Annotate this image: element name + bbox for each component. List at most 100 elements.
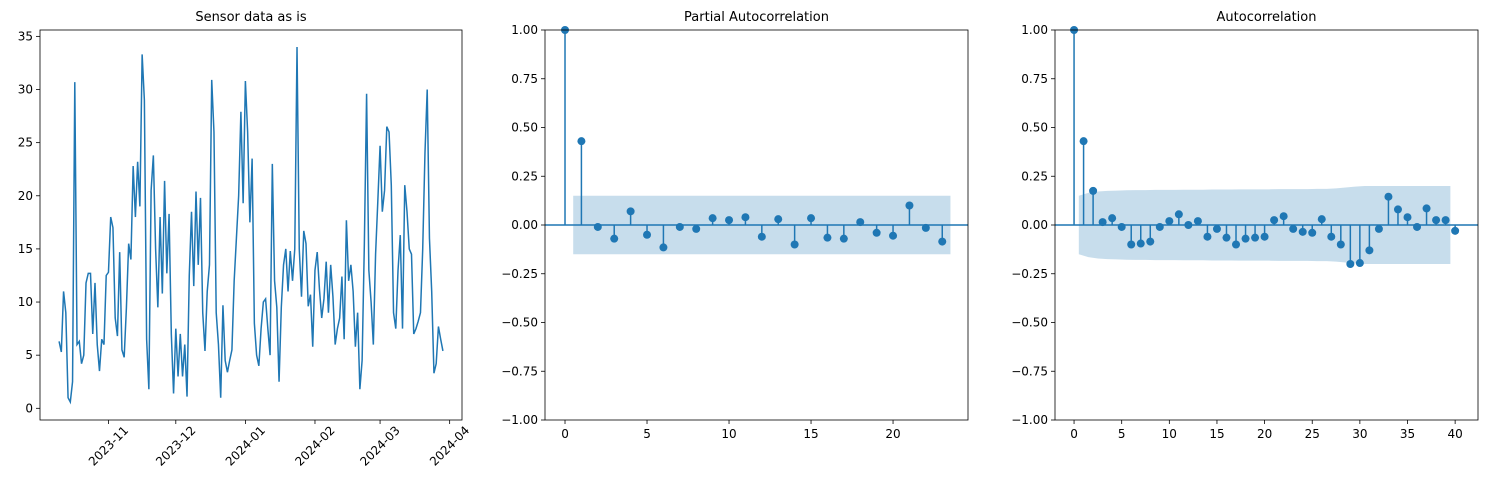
stem-marker: [708, 214, 717, 223]
y-tick-label: −1.00: [501, 413, 538, 427]
stem-marker: [692, 224, 701, 233]
stem-marker: [1108, 214, 1117, 223]
stem-marker: [1346, 260, 1355, 268]
stem-marker: [725, 216, 734, 225]
y-tick-label: 0.00: [511, 218, 538, 232]
y-tick-label: 0.75: [1021, 72, 1048, 86]
stem-marker: [675, 222, 684, 231]
stem-marker: [1374, 224, 1383, 233]
stem-marker: [872, 228, 881, 237]
y-tick-label: 15: [18, 242, 33, 256]
stem-marker: [1355, 259, 1364, 268]
stem-marker: [659, 243, 668, 252]
stem-marker: [889, 231, 898, 240]
stem-marker: [856, 218, 865, 227]
stem-marker: [1155, 222, 1164, 231]
stem-marker: [1336, 240, 1345, 249]
y-tick-label: 1.00: [1021, 23, 1048, 37]
stem-marker: [1241, 234, 1250, 243]
y-tick-label: 25: [18, 136, 33, 150]
stem-marker: [1127, 240, 1136, 249]
stem-marker: [1146, 237, 1155, 246]
stem-marker: [1212, 224, 1221, 233]
stem-marker: [1451, 226, 1460, 235]
stem-marker: [1289, 224, 1298, 233]
x-tick-label: 0: [561, 427, 569, 441]
y-tick-label: 5: [25, 348, 33, 362]
x-tick-label: 35: [1400, 427, 1415, 441]
stem-marker: [1393, 205, 1402, 214]
x-tick-label: 10: [721, 427, 736, 441]
x-tick-label: 2024-01: [223, 423, 268, 468]
stem-marker: [1203, 232, 1212, 241]
stem-marker: [593, 222, 602, 231]
x-tick-label: 5: [1118, 427, 1126, 441]
x-tick-label: 40: [1447, 427, 1462, 441]
y-tick-label: 0.00: [1021, 218, 1048, 232]
y-tick-label: 0.50: [511, 121, 538, 135]
stem-marker: [774, 215, 783, 224]
stem-marker: [757, 232, 766, 241]
y-tick-label: 0.25: [511, 169, 538, 183]
chart-title: Autocorrelation: [1217, 10, 1317, 25]
stem-marker: [610, 234, 619, 243]
stem-marker: [1251, 233, 1260, 242]
chart-title: Sensor data as is: [195, 10, 307, 25]
x-tick-label: 2023-11: [86, 423, 131, 468]
chart-title: Partial Autocorrelation: [684, 10, 829, 25]
stem-marker: [1222, 233, 1231, 242]
stem-marker: [1184, 221, 1193, 229]
y-tick-label: 20: [18, 189, 33, 203]
stem-marker: [839, 234, 848, 243]
y-tick-label: 10: [18, 295, 33, 309]
x-tick-label: 25: [1305, 427, 1320, 441]
stem-marker: [741, 213, 750, 222]
stem-marker: [1422, 204, 1431, 213]
stem-marker: [1432, 216, 1441, 225]
stem-marker: [1193, 217, 1202, 226]
x-tick-label: 15: [1209, 427, 1224, 441]
x-tick-label: 5: [643, 427, 651, 441]
x-tick-label: 2023-12: [153, 423, 198, 468]
y-tick-label: 0.50: [1021, 121, 1048, 135]
stem-marker: [577, 137, 586, 146]
stem-marker: [823, 233, 832, 242]
stem-marker: [1279, 212, 1288, 221]
stem-marker: [905, 201, 914, 210]
stem-marker: [1089, 186, 1098, 195]
y-tick-label: −0.50: [1011, 316, 1048, 330]
axes-frame: [39, 29, 463, 421]
stem-marker: [1413, 222, 1422, 231]
stem-marker: [1079, 137, 1088, 146]
x-tick-label: 2024-04: [427, 423, 472, 468]
data-line: [58, 46, 444, 405]
stem-marker: [807, 214, 816, 223]
stem-marker: [1365, 246, 1374, 255]
x-tick-label: 15: [803, 427, 818, 441]
x-tick-label: 20: [1257, 427, 1272, 441]
y-tick-label: 1.00: [511, 23, 538, 37]
stem-marker: [938, 237, 947, 246]
stem-marker: [1384, 192, 1393, 201]
stem-marker: [1098, 218, 1107, 227]
stem-marker: [1165, 217, 1174, 226]
axes-frame: [1054, 29, 1479, 421]
x-tick-label: 0: [1070, 427, 1078, 441]
x-tick-label: 2024-03: [357, 423, 402, 468]
x-tick-label: 10: [1162, 427, 1177, 441]
stem-marker: [1232, 240, 1241, 249]
y-tick-label: −0.75: [501, 364, 538, 378]
stem-marker: [1117, 222, 1126, 231]
x-tick-label: 2024-02: [292, 423, 337, 468]
stem-marker: [626, 207, 635, 216]
stem-marker: [1174, 210, 1183, 219]
y-tick-label: −0.25: [501, 267, 538, 281]
stem-marker: [1270, 216, 1279, 225]
stem-marker: [1260, 232, 1269, 241]
y-tick-label: 30: [18, 83, 33, 97]
y-tick-label: 35: [18, 29, 33, 43]
y-tick-label: −0.25: [1011, 267, 1048, 281]
y-tick-label: −0.50: [501, 316, 538, 330]
